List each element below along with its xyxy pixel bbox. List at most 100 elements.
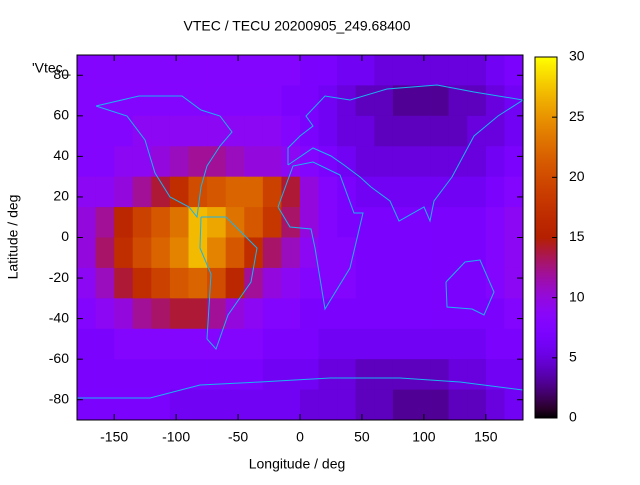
- coastlines: [77, 84, 525, 399]
- heatmap-cell: [207, 389, 227, 421]
- heatmap-cell: [374, 146, 394, 178]
- heatmap-cell: [448, 359, 468, 391]
- heatmap-cell: [355, 146, 375, 178]
- heatmap-cell: [411, 359, 431, 391]
- heatmap-cell: [430, 115, 450, 147]
- heatmap-cell: [225, 207, 245, 238]
- heatmap-cell: [77, 207, 97, 238]
- heatmap-cell: [300, 267, 320, 299]
- heatmap-cell: [244, 359, 264, 391]
- heatmap-cell: [262, 146, 282, 178]
- heatmap-cell: [262, 85, 282, 117]
- heatmap-cell: [318, 146, 338, 178]
- heatmap-cell: [300, 85, 320, 117]
- heatmap-cell: [262, 115, 282, 147]
- heatmap-cell: [114, 328, 134, 360]
- heatmap-cell: [281, 298, 301, 330]
- heatmap-cell: [95, 328, 115, 360]
- heatmap-cell: [448, 207, 468, 238]
- colorbar-tick-label: 25: [569, 108, 585, 124]
- x-tick-label: -150: [100, 429, 128, 445]
- heatmap-cell: [95, 85, 115, 117]
- heatmap-cell: [95, 298, 115, 330]
- heatmap-cell: [467, 207, 487, 238]
- heatmap-cell: [467, 298, 487, 330]
- heatmap-cell: [244, 55, 264, 86]
- heatmap-cell: [169, 55, 189, 86]
- x-tick-label: 100: [412, 429, 436, 445]
- heatmap-cell: [151, 389, 171, 421]
- heatmap-cell: [430, 267, 450, 299]
- y-tick-label: 60: [53, 107, 69, 123]
- heatmap-cell: [244, 267, 264, 299]
- heatmap-cell: [244, 115, 264, 147]
- heatmap-cell: [411, 298, 431, 330]
- heatmap-cell: [355, 359, 375, 391]
- heatmap-cell: [262, 55, 282, 86]
- heatmap-cell: [374, 237, 394, 269]
- heatmap-cell: [169, 359, 189, 391]
- heatmap-cell: [225, 267, 245, 299]
- heatmap-cell: [411, 85, 431, 117]
- heatmap-cell: [392, 359, 412, 391]
- heatmap-cell: [188, 115, 208, 147]
- heatmap-cell: [114, 237, 134, 269]
- heatmap-cell: [225, 146, 245, 178]
- heatmap-cell: [392, 389, 412, 421]
- heatmap-cell: [77, 328, 97, 360]
- x-tick-label: -50: [228, 429, 248, 445]
- heatmap-cell: [318, 328, 338, 360]
- heatmap-cell: [244, 176, 264, 208]
- heatmap-cell: [504, 146, 524, 178]
- heatmap-cell: [132, 237, 152, 269]
- key-label: 'Vtec_: [32, 60, 71, 76]
- heatmap-cell: [300, 176, 320, 208]
- heatmap-cell: [281, 328, 301, 360]
- heatmap-cell: [318, 389, 338, 421]
- heatmap-cell: [448, 176, 468, 208]
- heatmap-cell: [77, 298, 97, 330]
- heatmap-cell: [430, 176, 450, 208]
- heatmap-cell: [262, 237, 282, 269]
- heatmap-cell: [485, 359, 505, 391]
- heatmap-cell: [114, 298, 134, 330]
- heatmap-cell: [77, 267, 97, 299]
- heatmap-cell: [318, 115, 338, 147]
- heatmap-cell: [132, 328, 152, 360]
- heatmap-cell: [392, 207, 412, 238]
- heatmap-cell: [95, 115, 115, 147]
- heatmap-cell: [77, 146, 97, 178]
- heatmap-cell: [430, 389, 450, 421]
- heatmap-cell: [132, 85, 152, 117]
- heatmap-cell: [392, 267, 412, 299]
- heatmap-cell: [132, 298, 152, 330]
- heatmap-cell: [151, 55, 171, 86]
- heatmap-cell: [337, 328, 357, 360]
- heatmap-cell: [337, 146, 357, 178]
- heatmap-cell: [207, 146, 227, 178]
- heatmap-cell: [225, 328, 245, 360]
- heatmap-cell: [411, 55, 431, 86]
- heatmap-cell: [169, 267, 189, 299]
- heatmap-cell: [95, 359, 115, 391]
- colorbar-tick-label: 15: [569, 228, 585, 244]
- heatmap-cell: [300, 55, 320, 86]
- heatmap-cell: [337, 389, 357, 421]
- heatmap-cell: [207, 115, 227, 147]
- heatmap-cell: [132, 359, 152, 391]
- heatmap-cell: [262, 176, 282, 208]
- heatmap-cell: [485, 176, 505, 208]
- heatmap-cell: [77, 237, 97, 269]
- heatmap-cell: [114, 176, 134, 208]
- heatmap-cell: [207, 55, 227, 86]
- heatmap-cell: [114, 359, 134, 391]
- heatmap-cell: [169, 298, 189, 330]
- heatmap-cell: [374, 85, 394, 117]
- heatmap-cell: [485, 328, 505, 360]
- heatmap-cell: [300, 389, 320, 421]
- heatmap-cell: [169, 207, 189, 238]
- heatmap-cell: [504, 328, 524, 360]
- heatmap-cell: [374, 359, 394, 391]
- heatmap-cell: [411, 328, 431, 360]
- heatmap-cell: [355, 85, 375, 117]
